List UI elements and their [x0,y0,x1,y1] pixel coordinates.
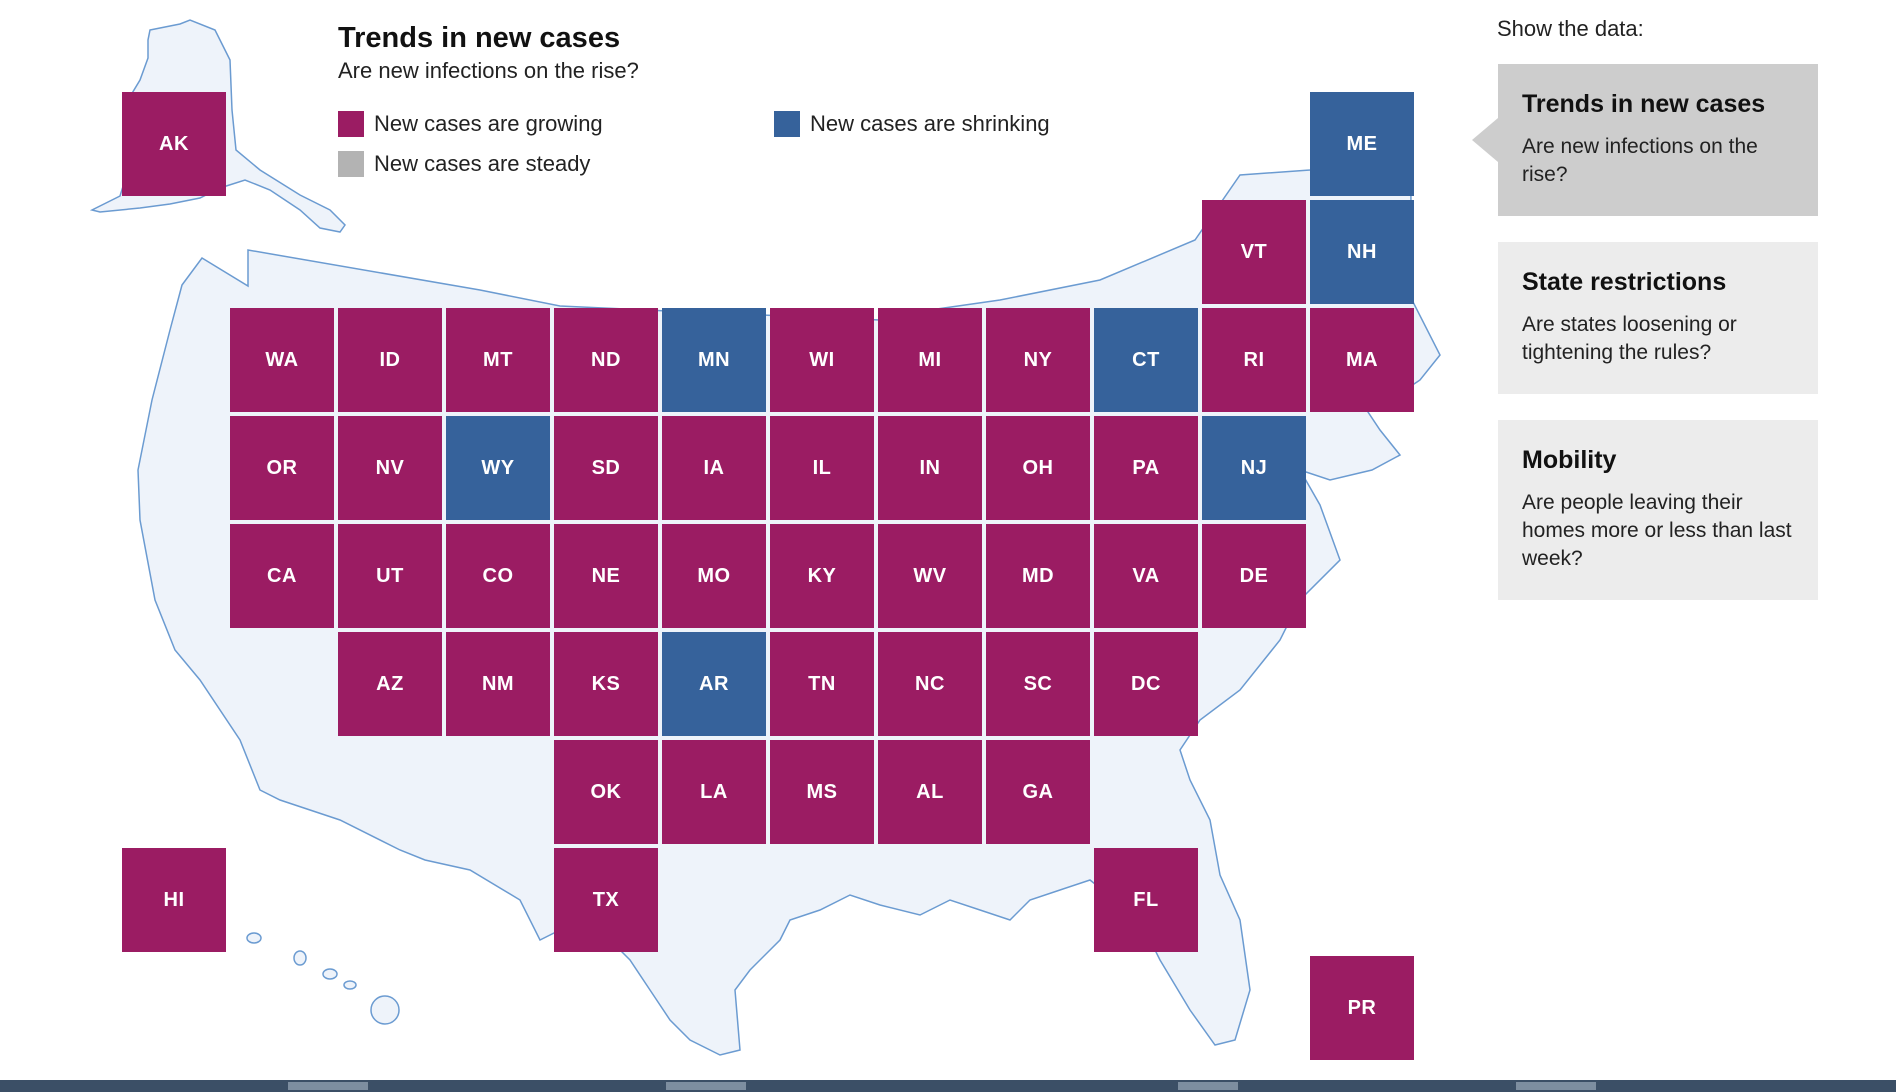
state-tile-id[interactable]: ID [338,308,442,412]
state-tile-oh[interactable]: OH [986,416,1090,520]
state-tile-nm[interactable]: NM [446,632,550,736]
state-tile-md[interactable]: MD [986,524,1090,628]
state-tile-mt[interactable]: MT [446,308,550,412]
legend-steady: New cases are steady [338,151,590,177]
state-tile-nh[interactable]: NH [1310,200,1414,304]
taskbar-thumbnail [288,1082,368,1090]
state-tile-pa[interactable]: PA [1094,416,1198,520]
state-tile-vt[interactable]: VT [1202,200,1306,304]
legend-swatch-steady [338,151,364,177]
state-tile-ia[interactable]: IA [662,416,766,520]
legend-growing: New cases are growing [338,111,603,137]
state-tile-ma[interactable]: MA [1310,308,1414,412]
legend-label-steady: New cases are steady [374,151,591,176]
legend-swatch-shrinking [774,111,800,137]
map-title: Trends in new cases [338,22,621,54]
state-tile-nd[interactable]: ND [554,308,658,412]
state-tile-de[interactable]: DE [1202,524,1306,628]
state-tile-ky[interactable]: KY [770,524,874,628]
state-tile-dc[interactable]: DC [1094,632,1198,736]
state-tile-in[interactable]: IN [878,416,982,520]
state-tile-hi[interactable]: HI [122,848,226,952]
state-tile-ok[interactable]: OK [554,740,658,844]
card-state-restrictions[interactable]: State restrictions Are states loosening … [1498,242,1818,394]
state-tile-ut[interactable]: UT [338,524,442,628]
state-tile-wv[interactable]: WV [878,524,982,628]
state-tile-wi[interactable]: WI [770,308,874,412]
hawaii-island [370,995,400,1025]
card-trends-new-cases[interactable]: Trends in new cases Are new infections o… [1498,64,1818,216]
state-tile-az[interactable]: AZ [338,632,442,736]
state-tile-il[interactable]: IL [770,416,874,520]
state-tile-tn[interactable]: TN [770,632,874,736]
state-tile-pr[interactable]: PR [1310,956,1414,1060]
state-tile-nv[interactable]: NV [338,416,442,520]
state-tile-mi[interactable]: MI [878,308,982,412]
map-subtitle: Are new infections on the rise? [338,58,639,83]
state-tile-va[interactable]: VA [1094,524,1198,628]
state-tile-tx[interactable]: TX [554,848,658,952]
state-tile-nj[interactable]: NJ [1202,416,1306,520]
state-tile-wy[interactable]: WY [446,416,550,520]
hawaii-island [343,980,357,990]
state-tile-ks[interactable]: KS [554,632,658,736]
state-tile-wa[interactable]: WA [230,308,334,412]
state-tile-nc[interactable]: NC [878,632,982,736]
taskbar-thumbnail [1516,1082,1596,1090]
card-title: Trends in new cases [1522,90,1766,118]
legend-shrinking: New cases are shrinking [774,111,1050,137]
state-tile-la[interactable]: LA [662,740,766,844]
legend-label-growing: New cases are growing [374,111,603,136]
state-tile-al[interactable]: AL [878,740,982,844]
state-tile-or[interactable]: OR [230,416,334,520]
state-tile-co[interactable]: CO [446,524,550,628]
card-title: Mobility [1522,446,1617,474]
state-tile-ct[interactable]: CT [1094,308,1198,412]
card-mobility[interactable]: Mobility Are people leaving their homes … [1498,420,1818,600]
taskbar-thumbnail [666,1082,746,1090]
card-description: Are new infections on the rise? [1522,135,1758,186]
legend-swatch-growing [338,111,364,137]
state-tile-ga[interactable]: GA [986,740,1090,844]
legend-label-shrinking: New cases are shrinking [810,111,1050,136]
state-tile-ca[interactable]: CA [230,524,334,628]
card-description: Are people leaving their homes more or l… [1522,491,1792,570]
state-tile-sc[interactable]: SC [986,632,1090,736]
show-data-label: Show the data: [1497,16,1644,41]
taskbar-thumbnail [1178,1082,1238,1090]
state-tile-ms[interactable]: MS [770,740,874,844]
state-tile-ri[interactable]: RI [1202,308,1306,412]
taskbar-strip [0,1080,1896,1092]
state-tile-ne[interactable]: NE [554,524,658,628]
state-tile-sd[interactable]: SD [554,416,658,520]
state-tile-mn[interactable]: MN [662,308,766,412]
state-tile-ak[interactable]: AK [122,92,226,196]
state-tile-ar[interactable]: AR [662,632,766,736]
hawaii-island [246,932,262,944]
state-tile-me[interactable]: ME [1310,92,1414,196]
active-card-pointer [1472,118,1498,162]
card-title: State restrictions [1522,268,1727,296]
tile-map: AK ME VT NH WA ID MT ND MN WI MI NY CT RI MA OR NV WY SD IA… [89,19,1441,1060]
hawaii-island [293,950,307,966]
state-tile-ny[interactable]: NY [986,308,1090,412]
state-tile-mo[interactable]: MO [662,524,766,628]
card-description: Are states loosening or tightening the r… [1522,313,1737,364]
state-tile-fl[interactable]: FL [1094,848,1198,952]
hawaii-island [322,968,338,980]
